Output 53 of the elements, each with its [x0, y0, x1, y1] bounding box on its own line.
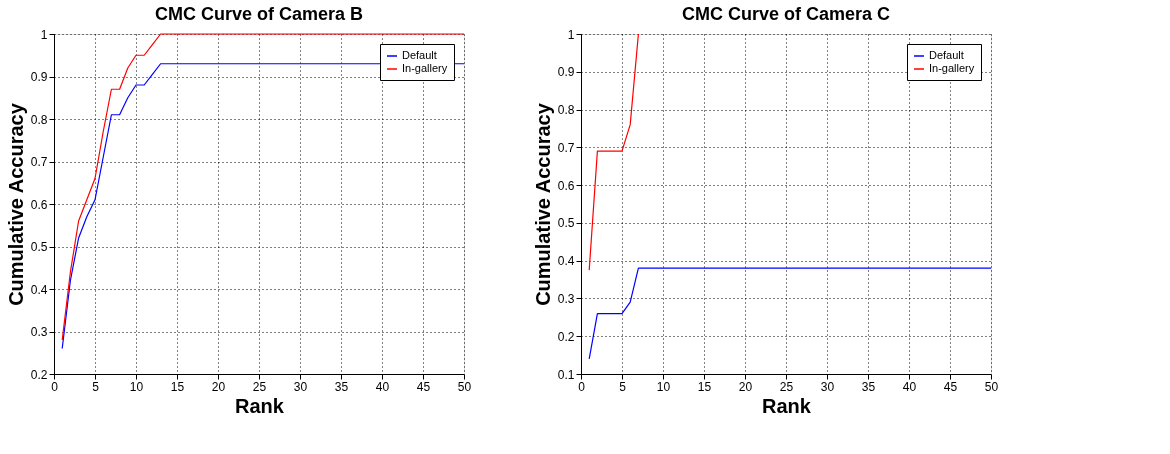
x-tick-label: 25: [779, 379, 794, 394]
x-tick-label: 45: [943, 379, 958, 394]
y-tick-label: 0.4: [557, 254, 575, 269]
y-tick-label: 0.3: [30, 325, 48, 339]
x-tick-label: 5: [92, 379, 100, 394]
legend-label: Default: [402, 49, 437, 61]
legend-label: In-gallery: [929, 62, 975, 74]
y-tick-label: 0.2: [30, 367, 48, 382]
x-axis-title: Rank: [235, 394, 285, 417]
y-axis-title: Cumulative Accuracy: [4, 102, 27, 306]
x-tick-label: 10: [656, 379, 671, 394]
x-tick-label: 50: [457, 379, 472, 394]
x-tick-label: 0: [578, 379, 586, 394]
y-tick-label: 1: [40, 27, 48, 42]
x-tick-label: 45: [416, 379, 431, 394]
y-tick-label: 0.8: [557, 103, 575, 118]
line-series: [588, 33, 639, 271]
y-tick-label: 0.6: [30, 197, 48, 212]
y-tick-label: 0.7: [557, 140, 575, 155]
y-tick-label: 0.8: [30, 112, 48, 127]
x-tick-label: 30: [820, 379, 835, 394]
legend-label: In-gallery: [402, 62, 448, 74]
x-tick-label: 20: [738, 379, 753, 394]
y-tick-label: 1: [567, 27, 575, 42]
x-tick-label: 25: [252, 379, 267, 394]
x-tick-label: 15: [697, 379, 712, 394]
y-tick-label: 0.1: [557, 367, 575, 382]
y-tick-label: 0.2: [557, 329, 575, 344]
y-tick-label: 0.6: [557, 178, 575, 193]
x-tick-label: 5: [619, 379, 627, 394]
chart-title: CMC Curve of Camera C: [681, 4, 891, 24]
x-tick-label: 15: [170, 379, 185, 394]
y-tick-label: 0.4: [30, 282, 48, 297]
x-tick-label: 50: [984, 379, 999, 394]
x-tick-label: 10: [129, 379, 144, 394]
x-tick-label: 0: [51, 379, 59, 394]
x-tick-label: 35: [334, 379, 349, 394]
line-series: [588, 267, 992, 360]
y-tick-label: 0.5: [30, 240, 48, 254]
legend-label: Default: [929, 49, 964, 61]
x-axis-title: Rank: [762, 394, 812, 417]
y-tick-label: 0.9: [557, 65, 575, 80]
x-tick-label: 40: [902, 379, 917, 394]
x-tick-label: 35: [861, 379, 876, 394]
y-tick-label: 0.5: [557, 216, 575, 231]
y-tick-label: 0.9: [30, 70, 48, 84]
y-axis-title: Cumulative Accuracy: [531, 102, 554, 306]
y-tick-label: 0.7: [30, 155, 48, 169]
x-tick-label: 40: [375, 379, 390, 394]
x-tick-label: 20: [211, 379, 226, 394]
x-tick-label: 30: [293, 379, 308, 394]
chart-title: CMC Curve of Camera B: [154, 4, 364, 24]
y-tick-label: 0.3: [557, 291, 575, 306]
